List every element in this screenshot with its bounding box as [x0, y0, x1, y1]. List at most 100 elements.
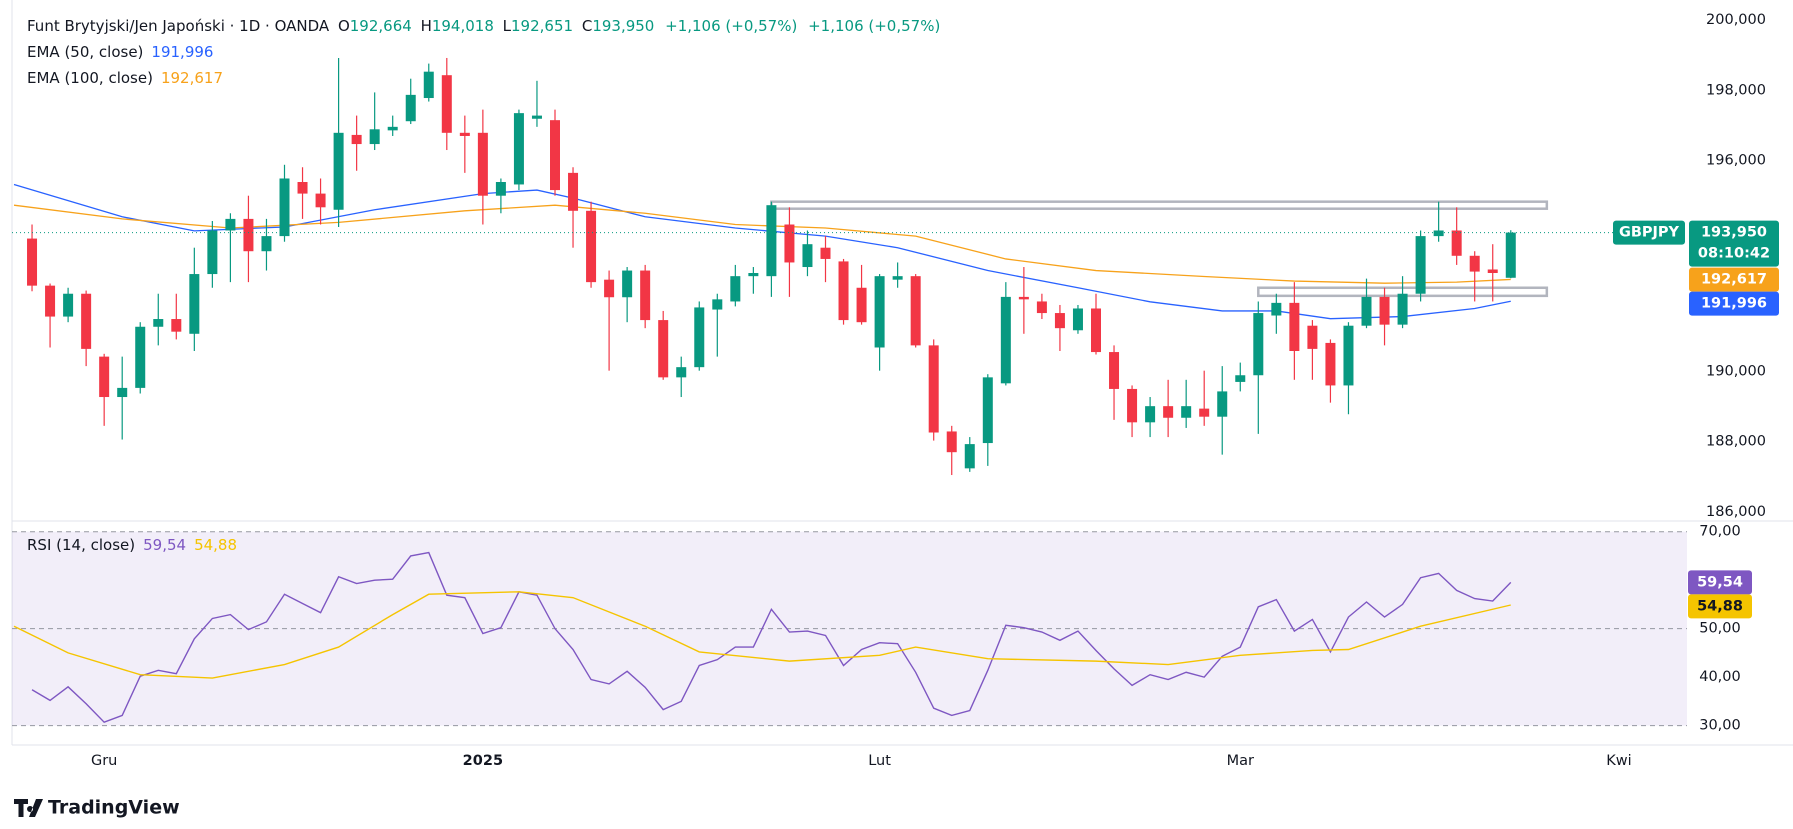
candle-body: [243, 218, 254, 252]
candle-body: [1000, 296, 1011, 384]
rsi-line: [13, 591, 1511, 679]
ohlc-value: 194,018: [432, 17, 494, 35]
zone: [770, 200, 1549, 210]
candle-body: [604, 279, 615, 298]
y-tick-label: 70,00: [1699, 524, 1741, 540]
ohlc-value: 193,950: [592, 17, 654, 35]
symbol-title: Funt Brytyjski/Jen Japoński · 1D · OANDA: [27, 17, 330, 35]
candle-body: [658, 320, 669, 378]
candle-body: [171, 319, 182, 332]
candle-body: [1091, 308, 1101, 353]
candle-body: [333, 132, 344, 210]
ema-line: [13, 183, 1511, 320]
candle-body: [622, 270, 633, 298]
candle-body: [568, 172, 579, 211]
candle-body: [982, 377, 993, 444]
candle-body: [1505, 232, 1516, 278]
legend-name: RSI (14, close): [27, 536, 135, 554]
candle-body: [117, 387, 128, 398]
candle-body: [802, 244, 813, 268]
candle-body: [1181, 406, 1192, 418]
candle-body: [586, 210, 597, 283]
y-tick-label: 30,00: [1699, 718, 1741, 734]
rsi-badge-text: 54,88: [1697, 598, 1743, 614]
brand-logo: [14, 799, 43, 817]
rsi-legend: RSI (14, close) 59,54 54,88: [27, 536, 237, 554]
candle-body: [81, 293, 92, 349]
candle-body: [1036, 301, 1047, 314]
candle-body: [189, 274, 200, 334]
legend-value: 54,88: [194, 536, 237, 554]
candle-body: [1469, 255, 1480, 272]
y-tick-label: 186,000: [1706, 504, 1766, 520]
candle-body: [820, 247, 831, 259]
price-badge-text: 193,950: [1701, 225, 1767, 241]
candle-body: [928, 345, 939, 433]
candle-body: [946, 431, 957, 453]
candle-body: [1072, 308, 1083, 331]
ohlc-key: O: [338, 17, 350, 35]
x-tick-label: Mar: [1227, 753, 1254, 769]
candle-body: [99, 356, 110, 398]
candle-body: [1145, 406, 1156, 423]
candle-body: [712, 299, 723, 310]
candle-body: [694, 307, 705, 368]
legend-value: 59,54: [143, 536, 186, 554]
legend-name: EMA (100, close): [27, 69, 153, 87]
legend-value: 191,996: [151, 43, 213, 61]
candle-body: [550, 120, 560, 191]
symbol-badge-text: GBPJPY: [1619, 225, 1680, 241]
candle-body: [964, 444, 975, 469]
candle-body: [351, 134, 362, 145]
candle-body: [784, 224, 795, 263]
ema-badge: [1689, 267, 1779, 292]
candle-body: [874, 276, 885, 348]
ohlc-key: C: [582, 17, 592, 35]
x-tick-label: 2025: [463, 753, 503, 769]
candle-body: [531, 115, 542, 119]
candle-body: [1109, 352, 1120, 389]
candle-body: [225, 218, 236, 231]
candle-body: [1379, 296, 1390, 325]
candle-body: [730, 276, 741, 302]
brand-name: TradingView: [48, 797, 180, 819]
candle-body: [1361, 296, 1372, 326]
candle-body: [207, 230, 218, 275]
ohlc-key: L: [503, 17, 512, 35]
candle-body: [1271, 302, 1282, 316]
candle-body: [676, 367, 687, 378]
rsi-line: [31, 551, 1512, 724]
ema50-legend: EMA (50, close) 191,996: [27, 43, 213, 61]
candle-body: [387, 126, 398, 131]
y-tick-label: 40,00: [1699, 669, 1741, 685]
candle-body: [1397, 293, 1408, 325]
candle-body: [441, 75, 452, 133]
candle-body: [766, 205, 777, 277]
candle-body: [1163, 406, 1174, 418]
candle-body: [1451, 230, 1462, 256]
candle-body: [1217, 391, 1228, 417]
candle-body: [1235, 375, 1246, 382]
rsi-badge: [1688, 594, 1752, 619]
ohlc-key: H: [421, 17, 432, 35]
y-tick-label: 198,000: [1706, 82, 1766, 98]
change: +1,106 (+0,57%): [808, 17, 940, 35]
ema-badge-text: 191,996: [1701, 296, 1767, 312]
header-legend: Funt Brytyjski/Jen Japoński · 1D · OANDA…: [27, 17, 940, 35]
candle-body: [135, 326, 146, 388]
panes: 200,000 198,000 196,000 190,000 188,000 186,0…: [11, 0, 1793, 769]
symbol-badge: [1613, 220, 1685, 245]
y-tick-label: 196,000: [1706, 153, 1766, 169]
candle-body: [513, 113, 524, 185]
ema-badge-text: 192,617: [1701, 272, 1767, 288]
candle-body: [477, 132, 488, 196]
candle-body: [1127, 388, 1138, 423]
rsi-badge: [1688, 570, 1752, 595]
x-tick-label: Kwi: [1606, 753, 1631, 769]
ema100-legend: EMA (100, close) 192,617: [27, 69, 223, 87]
candle-body: [748, 273, 759, 277]
candle-body: [1018, 296, 1029, 300]
y-tick-label: 188,000: [1706, 434, 1766, 450]
candle-body: [856, 287, 867, 323]
